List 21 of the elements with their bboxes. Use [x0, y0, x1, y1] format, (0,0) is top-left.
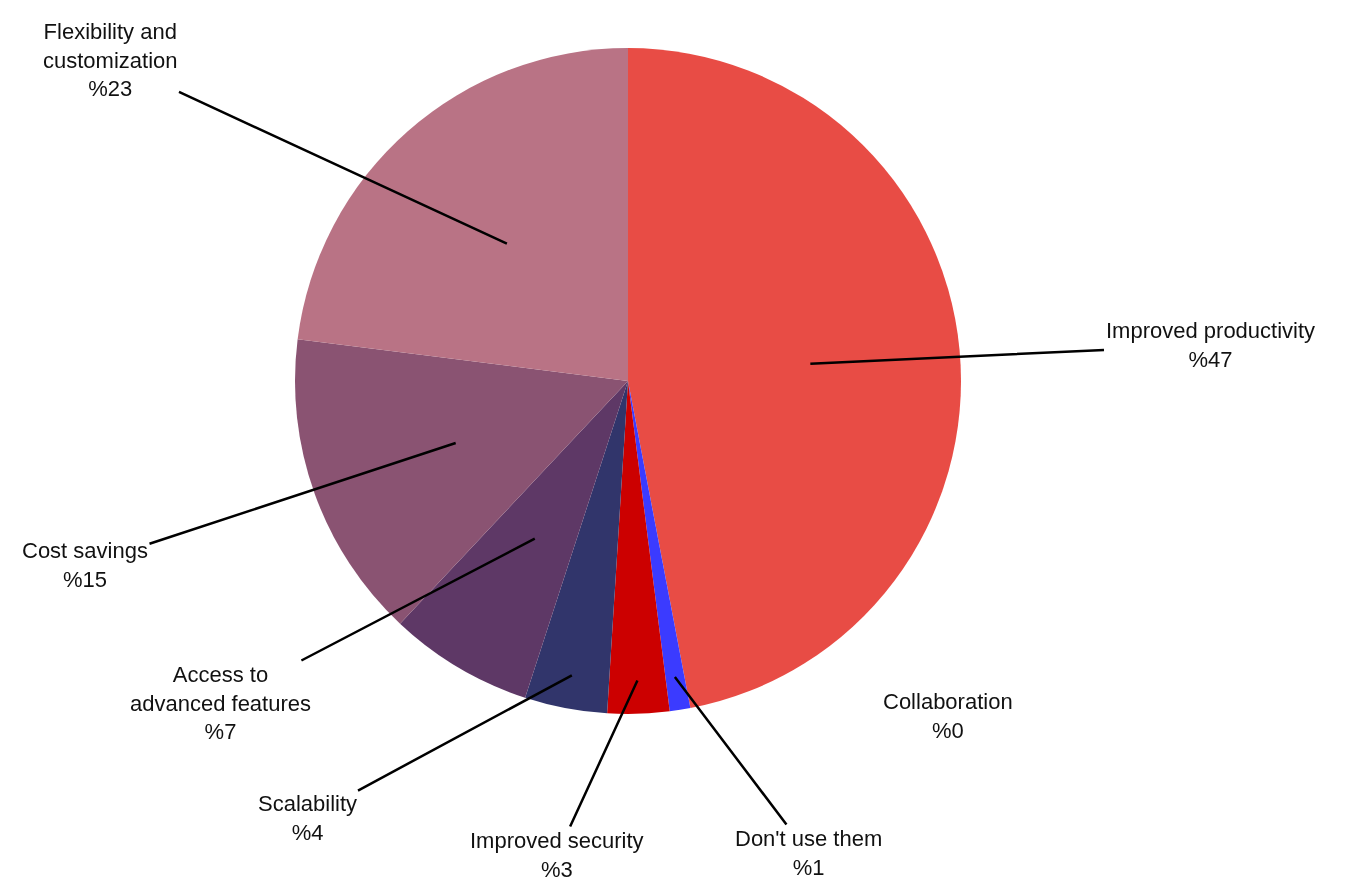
pie-slice — [400, 381, 628, 698]
slice-label: Flexibility and customization — [43, 19, 178, 73]
data-label: %47 — [1188, 346, 1233, 372]
slice-label: Improved productivity — [1106, 318, 1316, 343]
slice-label: Access to advanced features — [130, 662, 312, 716]
pie-slice — [628, 381, 691, 712]
slice-label: Scalability — [258, 791, 358, 816]
text: %0 — [931, 717, 964, 743]
data-label: %3 — [540, 856, 573, 882]
pie-slice — [297, 48, 628, 381]
slice-label: Don't use them — [735, 826, 883, 851]
slice-label: Improved security — [470, 828, 644, 853]
pie-slice — [295, 339, 628, 624]
data-label: %1 — [792, 854, 825, 880]
pie-slice — [525, 381, 628, 714]
slice-label: Cost savings — [22, 538, 148, 563]
data-label: %23 — [88, 76, 133, 102]
data-label: %4 — [291, 819, 324, 845]
category-label: Collaboration — [883, 689, 1013, 714]
data-label: %15 — [62, 566, 107, 592]
data-label: %7 — [204, 719, 237, 745]
